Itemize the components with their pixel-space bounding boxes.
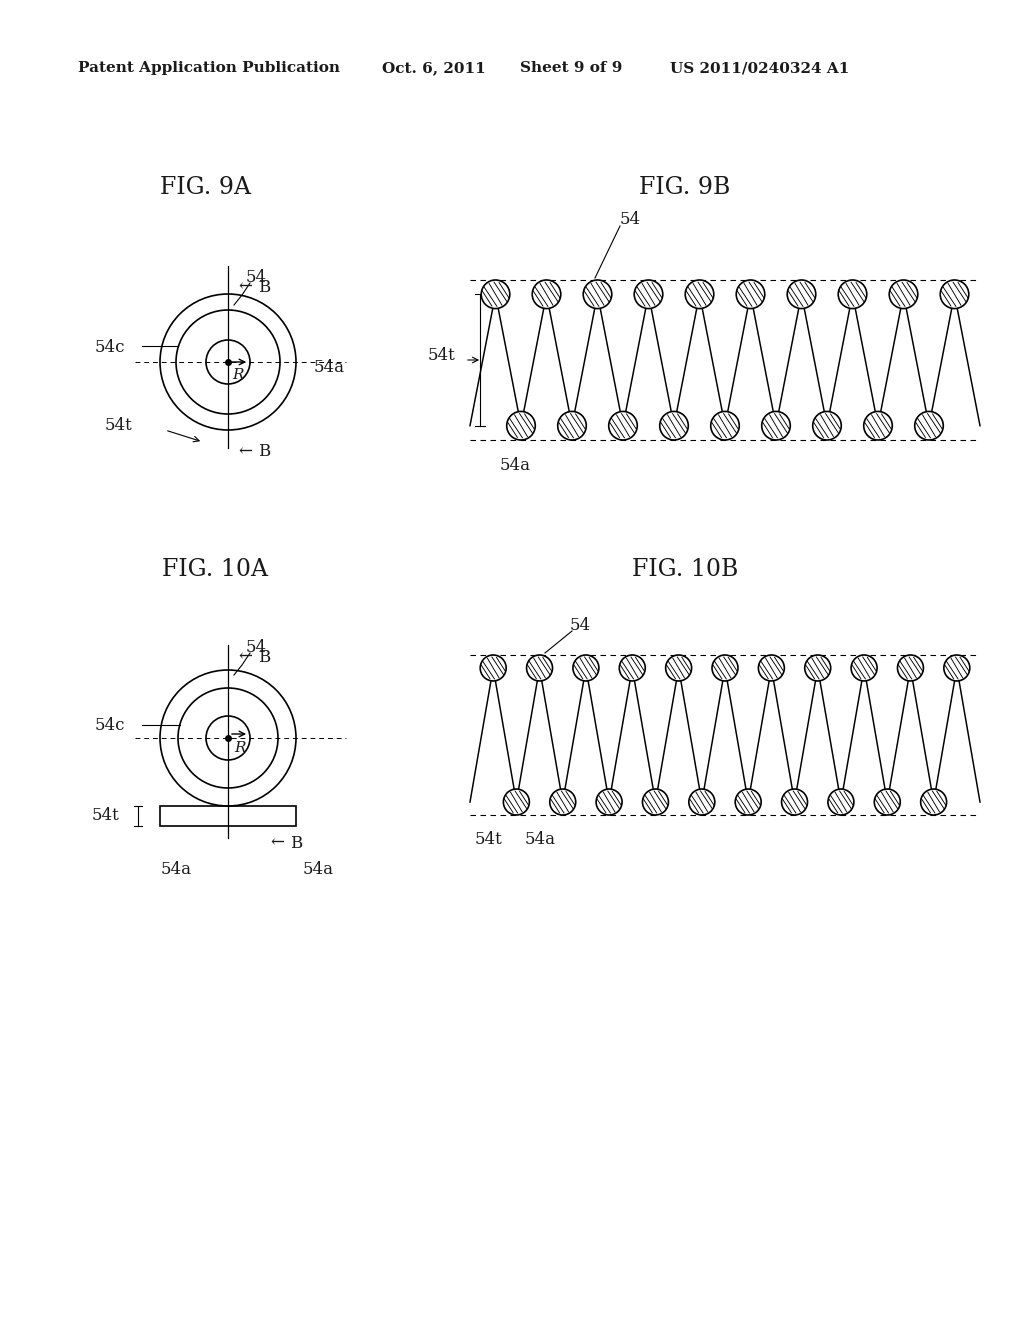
Text: B: B (258, 279, 270, 296)
Circle shape (481, 280, 510, 309)
Circle shape (762, 412, 791, 440)
Text: B: B (258, 444, 270, 461)
Circle shape (813, 412, 842, 440)
Text: ←: ← (270, 834, 284, 851)
Text: 54: 54 (246, 639, 267, 656)
Text: B: B (258, 648, 270, 665)
Circle shape (620, 655, 645, 681)
Circle shape (874, 789, 900, 814)
Bar (160, 807, 296, 826)
Text: 54t: 54t (105, 417, 133, 434)
Text: R: R (232, 368, 244, 381)
Circle shape (897, 655, 924, 681)
Text: 54c: 54c (95, 338, 126, 355)
Circle shape (689, 789, 715, 814)
Circle shape (685, 280, 714, 309)
Circle shape (507, 412, 536, 440)
Text: 54a: 54a (314, 359, 345, 375)
Circle shape (712, 655, 738, 681)
Circle shape (504, 789, 529, 814)
Text: 54a: 54a (525, 832, 556, 849)
Circle shape (666, 655, 691, 681)
Text: Patent Application Publication: Patent Application Publication (78, 61, 340, 75)
Circle shape (634, 280, 663, 309)
Circle shape (584, 280, 611, 309)
Text: FIG. 9A: FIG. 9A (160, 176, 251, 198)
Text: FIG. 10A: FIG. 10A (162, 558, 268, 582)
Text: 54: 54 (246, 269, 267, 286)
Circle shape (944, 655, 970, 681)
Text: 54t: 54t (92, 808, 120, 825)
Circle shape (572, 655, 599, 681)
Text: 54t: 54t (427, 346, 455, 363)
Text: FIG. 10B: FIG. 10B (632, 558, 738, 582)
Circle shape (736, 280, 765, 309)
Circle shape (759, 655, 784, 681)
Circle shape (839, 280, 866, 309)
Circle shape (642, 789, 669, 814)
Text: 54a: 54a (302, 862, 334, 879)
Circle shape (889, 280, 918, 309)
Text: Oct. 6, 2011: Oct. 6, 2011 (382, 61, 485, 75)
Circle shape (863, 412, 892, 440)
Text: ←: ← (238, 444, 252, 461)
Circle shape (805, 655, 830, 681)
Circle shape (787, 280, 816, 309)
Circle shape (596, 789, 622, 814)
Text: ←: ← (238, 279, 252, 296)
Circle shape (659, 412, 688, 440)
Circle shape (921, 789, 946, 814)
Circle shape (781, 789, 808, 814)
Text: 54t: 54t (475, 832, 503, 849)
Circle shape (558, 412, 587, 440)
Text: FIG. 9B: FIG. 9B (639, 176, 731, 198)
Text: Sheet 9 of 9: Sheet 9 of 9 (520, 61, 623, 75)
Circle shape (480, 655, 506, 681)
Text: 54: 54 (569, 616, 591, 634)
Circle shape (532, 280, 561, 309)
Circle shape (735, 789, 761, 814)
Circle shape (940, 280, 969, 309)
Circle shape (851, 655, 878, 681)
Circle shape (711, 412, 739, 440)
Text: 54: 54 (620, 211, 641, 228)
Text: R: R (234, 741, 246, 755)
Text: B: B (290, 834, 302, 851)
Circle shape (550, 789, 575, 814)
Circle shape (526, 655, 553, 681)
Circle shape (608, 412, 637, 440)
Circle shape (914, 412, 943, 440)
Text: 54a: 54a (161, 862, 191, 879)
Text: ←: ← (238, 648, 252, 665)
Circle shape (828, 789, 854, 814)
Text: 54a: 54a (500, 457, 531, 474)
Text: 54c: 54c (95, 718, 126, 734)
Text: US 2011/0240324 A1: US 2011/0240324 A1 (670, 61, 849, 75)
